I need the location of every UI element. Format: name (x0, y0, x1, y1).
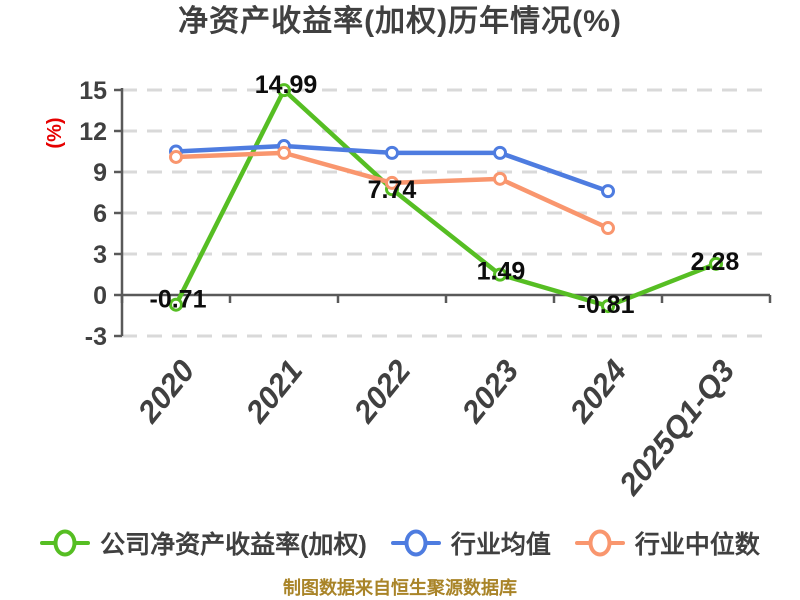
series-point-industry-mean (601, 184, 615, 199)
series-point-industry-mean (385, 145, 399, 160)
x-tick-label: 2022 (346, 353, 417, 429)
data-source-note: 制图数据来自恒生聚源数据库 (283, 578, 517, 598)
y-tick-label: 15 (79, 77, 107, 105)
legend-item-industry-median: 行业中位数 (574, 525, 760, 561)
point-value-label: -0.81 (578, 291, 635, 319)
legend-item-label: 行业均值 (450, 531, 551, 559)
y-tick-label: 9 (93, 159, 107, 187)
point-value-label: 2.28 (691, 248, 740, 276)
y-tick-label: -3 (85, 323, 107, 351)
x-tick-label: 2021 (238, 353, 309, 429)
series-point-company-roe (277, 83, 291, 98)
series-point-company-roe (601, 299, 615, 314)
chart-title: 净资产收益率(加权)历年情况(%) (178, 5, 622, 38)
y-axis-unit-label: (%) (44, 117, 66, 148)
legend-item-industry-mean: 行业均值 (390, 525, 551, 561)
legend-line-swatch (574, 529, 625, 557)
legend-item-label: 公司净资产收益率(加权) (100, 531, 367, 559)
y-tick-label: 0 (93, 282, 107, 310)
legend-item-company-roe: 公司净资产收益率(加权) (40, 525, 367, 561)
x-tick-label: 2020 (130, 353, 201, 429)
series-point-company-roe (493, 267, 507, 282)
series-point-industry-mean (493, 145, 507, 160)
legend-marker-icon (404, 529, 428, 557)
series-point-industry-median (385, 175, 399, 190)
series-point-industry-median (277, 145, 291, 160)
series-point-industry-median (601, 221, 615, 236)
series-point-industry-median (493, 171, 507, 186)
point-value-label: 1.49 (477, 258, 526, 286)
series-point-company-roe (169, 297, 183, 312)
point-value-label: 14.99 (255, 71, 318, 99)
y-tick-label: 3 (93, 241, 107, 269)
x-tick-label: 2024 (562, 353, 633, 429)
y-tick-label: 12 (79, 118, 107, 146)
point-value-label: -0.71 (150, 286, 207, 314)
legend-marker-icon (588, 529, 612, 557)
chart-legend: 公司净资产收益率(加权) 行业均值 行业中位数 (0, 522, 800, 564)
series-point-company-roe (709, 256, 723, 271)
y-tick-label: 6 (93, 200, 107, 228)
point-value-label: 7.74 (368, 176, 417, 204)
x-tick-label: 2023 (454, 353, 525, 429)
legend-marker-icon (53, 529, 77, 557)
legend-item-label: 行业中位数 (634, 531, 760, 559)
legend-line-swatch (390, 529, 441, 557)
series-line-company-roe (173, 87, 719, 309)
legend-line-swatch (40, 529, 91, 557)
series-point-industry-median (169, 149, 183, 164)
